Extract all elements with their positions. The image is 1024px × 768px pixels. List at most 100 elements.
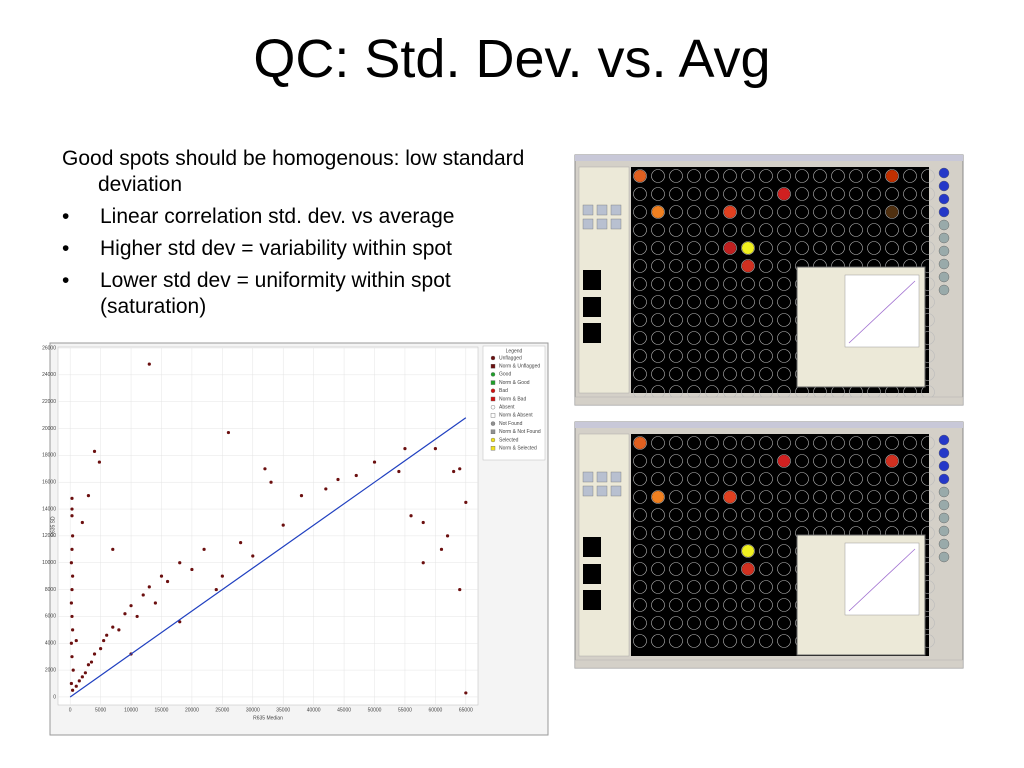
point [202, 547, 206, 551]
x-tick-label: 10000 [124, 707, 138, 713]
dialog-fit [848, 280, 916, 344]
spot [633, 223, 647, 237]
spot [921, 187, 935, 201]
spot [885, 436, 899, 450]
spot [705, 295, 719, 309]
spot [813, 187, 827, 201]
spot [795, 169, 809, 183]
y-tick-label: 20000 [42, 426, 56, 432]
spot [723, 205, 737, 219]
spot [669, 367, 683, 381]
spot [705, 169, 719, 183]
spot [741, 562, 755, 576]
spot-signal [724, 491, 736, 503]
spot [687, 223, 701, 237]
spot [723, 223, 737, 237]
legend-label: Norm & Not Found [499, 429, 541, 435]
point [220, 574, 224, 578]
spot [741, 259, 755, 273]
legend-label: Norm & Bad [499, 396, 526, 402]
toolbar-button [938, 232, 950, 244]
spot [759, 454, 773, 468]
spot [885, 454, 899, 468]
point [147, 362, 151, 366]
toolbar-button [938, 525, 950, 537]
point [141, 593, 145, 597]
legend-label: Norm & Good [499, 380, 530, 386]
spot [633, 598, 647, 612]
x-tick-label: 20000 [185, 707, 199, 713]
spot [669, 223, 683, 237]
spot [849, 241, 863, 255]
spot [777, 634, 791, 648]
x-tick-label: 15000 [155, 707, 169, 713]
spot-signal [652, 206, 664, 218]
tool-icon [596, 218, 608, 230]
spot [741, 490, 755, 504]
point [372, 460, 377, 464]
spot [741, 349, 755, 363]
spot [849, 205, 863, 219]
spot [651, 526, 665, 540]
spot [903, 223, 917, 237]
legend-label: Unflagged [499, 355, 522, 361]
legend-label: Bad [499, 388, 508, 394]
spot [723, 349, 737, 363]
point [281, 523, 285, 527]
point [123, 612, 127, 616]
spot [705, 277, 719, 291]
spot [813, 223, 827, 237]
spot [687, 367, 701, 381]
spot [669, 259, 683, 273]
spot [759, 472, 773, 486]
spot [741, 169, 755, 183]
spot [723, 472, 737, 486]
legend-swatch [490, 355, 496, 361]
spot [633, 544, 647, 558]
point [190, 567, 194, 572]
point [70, 614, 74, 619]
y-tick-label: 14000 [42, 506, 56, 512]
spot [723, 508, 737, 522]
spot [633, 526, 647, 540]
spot [705, 454, 719, 468]
spot [705, 616, 719, 630]
spot [921, 223, 935, 237]
point [86, 663, 91, 667]
spot [633, 205, 647, 219]
dialog-fit [848, 548, 916, 612]
toolbar-button [938, 447, 950, 459]
spot [903, 472, 917, 486]
y-tick-label: 2000 [45, 667, 56, 673]
spot [705, 508, 719, 522]
spot [831, 490, 845, 504]
point [80, 520, 84, 525]
point [153, 601, 157, 605]
y-axis-label: R635 SD [50, 516, 56, 537]
spot [759, 544, 773, 558]
point [97, 460, 101, 464]
spot [813, 205, 827, 219]
spot [669, 634, 683, 648]
spot [759, 508, 773, 522]
point [452, 469, 456, 474]
spot [795, 490, 809, 504]
x-tick-label: 65000 [459, 707, 473, 713]
point [70, 655, 74, 659]
spot [633, 313, 647, 327]
spot [705, 562, 719, 576]
point [80, 675, 84, 679]
spot [633, 187, 647, 201]
thumb [583, 537, 601, 557]
spot [633, 580, 647, 594]
spot [687, 331, 701, 345]
thumb [583, 270, 601, 290]
spot [777, 259, 791, 273]
point [92, 449, 97, 453]
spot [651, 223, 665, 237]
spot [723, 277, 737, 291]
spot [813, 490, 827, 504]
spot [651, 544, 665, 558]
legend-swatch [490, 429, 496, 434]
point [324, 487, 328, 491]
